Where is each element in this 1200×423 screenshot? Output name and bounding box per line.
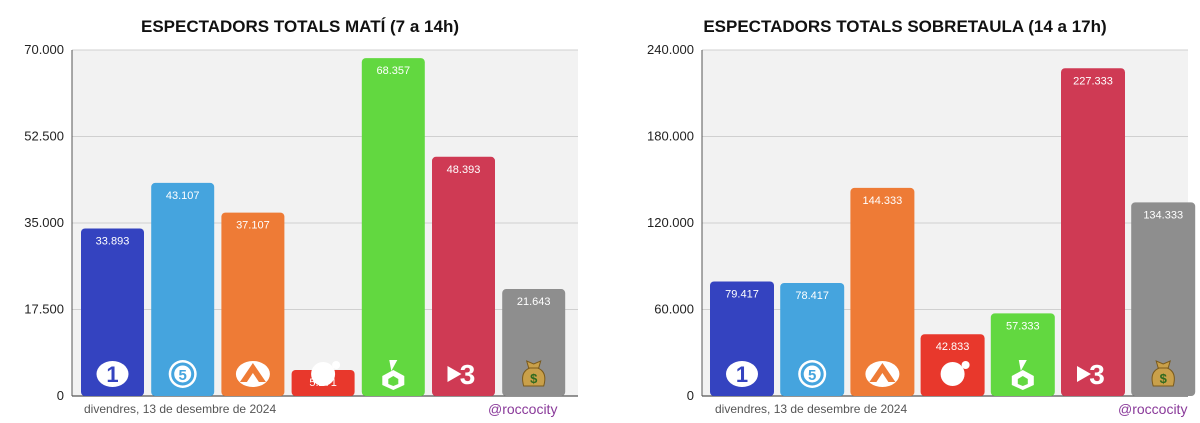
bar-antena3: 37.107 xyxy=(221,212,285,396)
bar xyxy=(780,282,845,396)
money-bag-icon: $ xyxy=(1151,360,1175,387)
bar xyxy=(990,313,1055,396)
bar-chart-mati: 0 17.500 35.000 52.500 70.000 33.893 1 43.107 5 3… xyxy=(24,42,578,403)
svg-text:5: 5 xyxy=(808,367,816,384)
svg-text:3: 3 xyxy=(1089,359,1105,390)
bar-telecinco: 78.417 5 xyxy=(780,282,845,396)
cuatro-logo-icon xyxy=(311,361,341,386)
y-tick-label: 240.000 xyxy=(647,42,694,57)
y-tick-label: 70.000 xyxy=(24,42,64,57)
bar xyxy=(710,281,774,396)
bar xyxy=(502,289,566,396)
bar-lasexta: 68.357 xyxy=(361,58,425,396)
bar-cuatro: 5.271 xyxy=(291,361,355,396)
y-tick-label: 52.500 xyxy=(24,129,64,144)
bar-tv3: 227.333 3 xyxy=(1061,68,1125,396)
y-tick-label: 35.000 xyxy=(24,215,64,230)
bar-telecinco: 43.107 5 xyxy=(151,182,215,396)
svg-text:5: 5 xyxy=(179,367,187,384)
bar-antena3: 144.333 xyxy=(850,187,915,396)
money-bag-icon: $ xyxy=(522,360,546,387)
data-label: 134.333 xyxy=(1143,209,1183,221)
svg-text:1: 1 xyxy=(106,362,118,387)
antena3-logo-icon xyxy=(865,361,900,387)
tv3-logo-icon: 3 xyxy=(447,359,476,390)
bar-altres: 134.333 $ xyxy=(1131,202,1196,396)
la1-logo-icon: 1 xyxy=(96,361,129,387)
bar-altres: 21.643 $ xyxy=(502,289,566,396)
bar xyxy=(151,182,215,396)
bar-cuatro: 42.833 xyxy=(920,334,985,396)
y-tick-label: 120.000 xyxy=(647,215,694,230)
bar xyxy=(361,58,425,396)
svg-text:$: $ xyxy=(1160,371,1168,386)
svg-text:1: 1 xyxy=(736,362,748,387)
y-tick-label: 0 xyxy=(687,388,694,403)
chart-panel-sobretaula: ESPECTADORS TOTALS SOBRETAULA (14 a 17h)… xyxy=(610,0,1200,423)
footer-date: divendres, 13 de desembre de 2024 xyxy=(715,402,908,416)
y-tick-label: 60.000 xyxy=(654,302,694,317)
tv3-logo-icon: 3 xyxy=(1077,359,1105,390)
chart-panel-mati: ESPECTADORS TOTALS MATÍ (7 a 14h) 0 17.50… xyxy=(24,17,578,417)
footer-date: divendres, 13 de desembre de 2024 xyxy=(84,402,277,416)
telecinco-logo-icon: 5 xyxy=(168,360,197,388)
data-label: 68.357 xyxy=(376,65,410,77)
y-tick-label: 17.500 xyxy=(24,302,64,317)
bar xyxy=(1131,202,1196,396)
bar xyxy=(432,156,495,396)
data-label: 227.333 xyxy=(1073,75,1113,87)
bar-tv3: 48.393 3 xyxy=(432,156,495,396)
bar xyxy=(1061,68,1125,396)
data-label: 37.107 xyxy=(236,220,270,232)
data-label: 43.107 xyxy=(166,190,200,202)
bar-chart-sobretaula: 0 60.000 120.000 180.000 240.000 79.417 1 78.41… xyxy=(647,42,1196,403)
lasexta-logo-icon xyxy=(382,360,405,390)
lasexta-logo-icon xyxy=(1011,360,1034,390)
data-label: 57.333 xyxy=(1006,320,1040,332)
antena3-logo-icon xyxy=(235,361,270,387)
bar xyxy=(850,187,915,396)
bar xyxy=(81,228,144,396)
bar-la1: 79.417 1 xyxy=(710,281,774,396)
cuatro-logo-icon xyxy=(940,361,970,386)
data-label: 21.643 xyxy=(517,296,551,308)
footer-handle: @roccocity xyxy=(488,401,558,417)
data-label: 42.833 xyxy=(936,341,970,353)
data-label: 33.893 xyxy=(96,235,130,247)
y-tick-label: 0 xyxy=(57,388,64,403)
footer-handle: @roccocity xyxy=(1118,401,1188,417)
bar-la1: 33.893 1 xyxy=(81,228,144,396)
data-label: 144.333 xyxy=(863,195,903,207)
data-label: 79.417 xyxy=(725,289,759,301)
telecinco-logo-icon: 5 xyxy=(798,360,827,388)
chart-title: ESPECTADORS TOTALS SOBRETAULA (14 a 17h) xyxy=(703,17,1107,36)
svg-text:3: 3 xyxy=(460,359,476,390)
la1-logo-icon: 1 xyxy=(726,361,758,387)
bar-lasexta: 57.333 xyxy=(990,313,1055,396)
data-label: 48.393 xyxy=(447,164,481,176)
bar xyxy=(221,212,285,396)
data-label: 78.417 xyxy=(795,290,829,302)
y-tick-label: 180.000 xyxy=(647,129,694,144)
chart-title: ESPECTADORS TOTALS MATÍ (7 a 14h) xyxy=(141,17,459,36)
svg-text:$: $ xyxy=(530,371,538,386)
